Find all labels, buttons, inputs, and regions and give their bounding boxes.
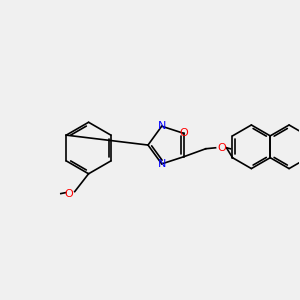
Text: O: O — [179, 128, 188, 138]
Text: N: N — [158, 121, 166, 131]
Text: N: N — [158, 159, 166, 169]
Text: O: O — [64, 189, 73, 199]
Text: O: O — [217, 143, 226, 153]
